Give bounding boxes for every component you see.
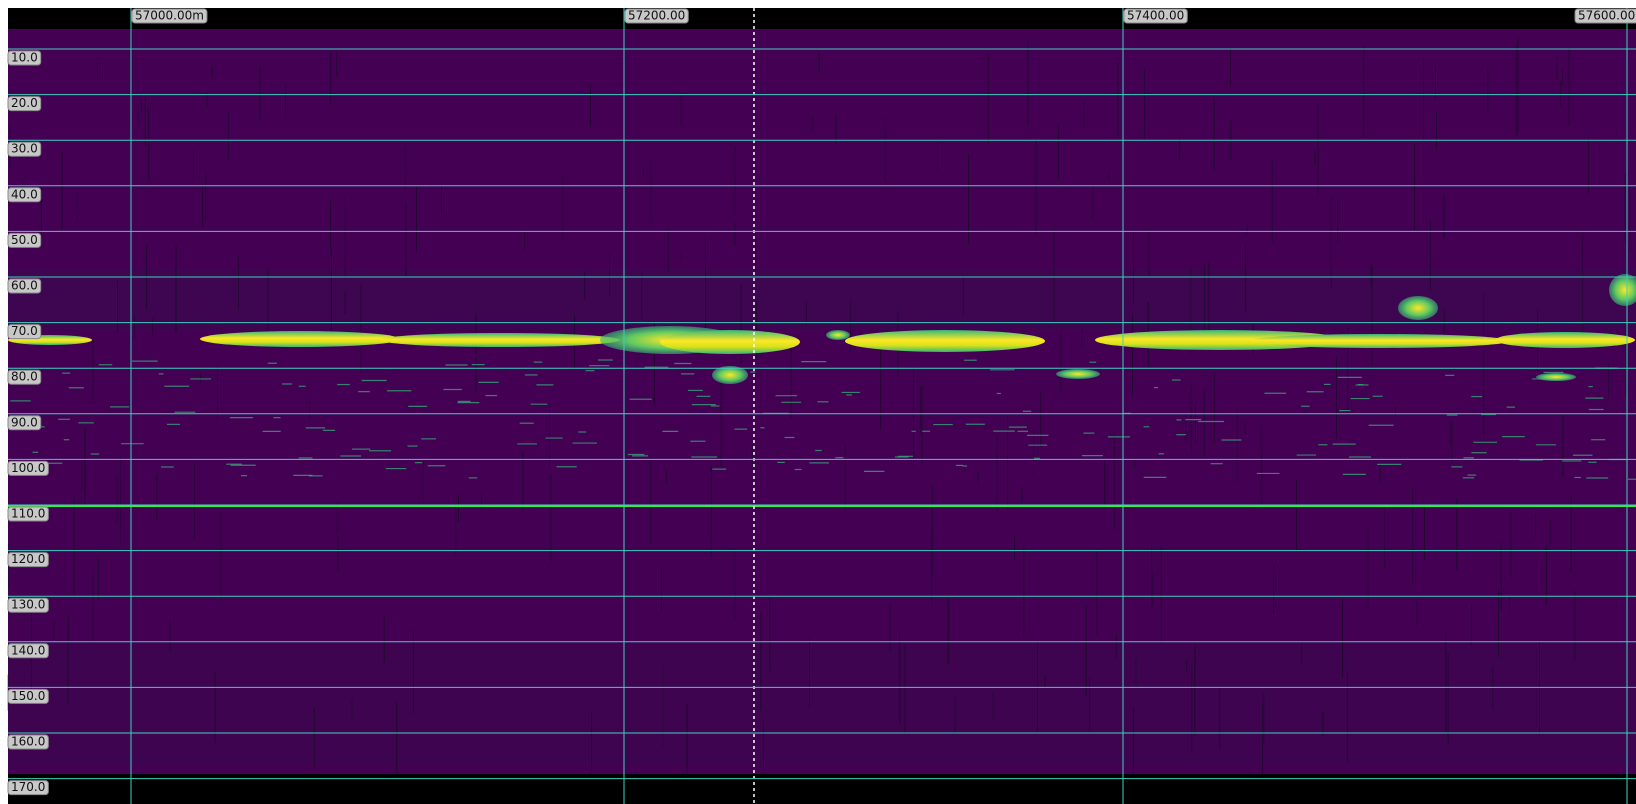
echo [1250,334,1510,348]
depth-label: 120.0 [11,552,45,566]
x-label: 57000.00m [135,9,204,23]
echo [380,333,620,347]
echo [826,330,850,340]
depth-label: 30.0 [11,142,38,156]
depth-label: 70.0 [11,324,38,338]
depth-label: 20.0 [11,96,38,110]
depth-label: 90.0 [11,415,38,429]
echo [1536,373,1576,381]
echo [660,330,800,354]
noise-band [8,270,1636,330]
depth-label: 140.0 [11,643,45,657]
depth-label: 50.0 [11,233,38,247]
depth-label: 130.0 [11,598,45,612]
top-bar [8,8,1636,29]
x-label: 57400.00 [1127,9,1184,23]
echo [1398,296,1438,320]
echogram-view: 57000.00m 57200.00 57400.00 57600.00 10.0 20.… [0,0,1636,804]
echo [200,331,400,347]
noise-band [8,645,1636,765]
x-label: 57200.00 [628,9,685,23]
depth-label: 170.0 [11,780,45,794]
depth-label: 60.0 [11,279,38,293]
depth-label: 110.0 [11,507,45,521]
depth-label: 40.0 [11,187,38,201]
echo [1495,332,1635,348]
depth-label: 80.0 [11,370,38,384]
echo [845,330,1045,352]
depth-label: 100.0 [11,461,45,475]
echo [1056,369,1100,379]
depth-label: 10.0 [11,51,38,65]
depth-label: 160.0 [11,735,45,749]
depth-label: 150.0 [11,689,45,703]
x-label: 57600.00 [1578,9,1635,23]
